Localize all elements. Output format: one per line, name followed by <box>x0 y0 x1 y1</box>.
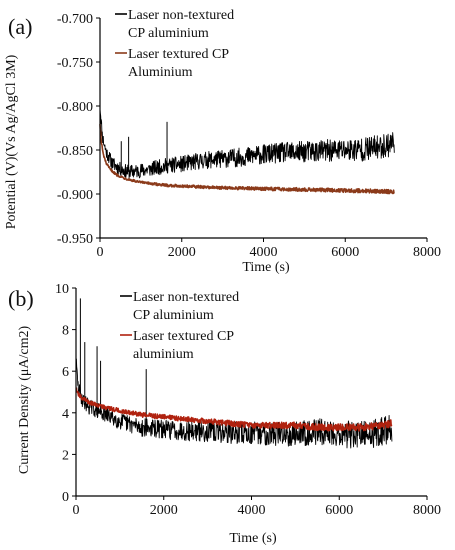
panel-b-x-axis-title: Time (s) <box>229 531 277 546</box>
panel-b-x-tick-label: 6000 <box>325 503 353 518</box>
panel-b-x-tick-label: 8000 <box>413 503 441 518</box>
panel-b: (b) 0 2 4 6 8 10 0 2000 4000 6000 8000 Laser non-t… <box>8 282 441 546</box>
panel-b-x-tick-label: 0 <box>73 503 80 518</box>
panel-a-x-tick-label: 4000 <box>250 245 278 260</box>
panel-a-axes: -0.950 -0.900 -0.850 -0.800 -0.750 -0.700 0 200… <box>57 12 441 260</box>
panel-a-legend-label-1: Laser non-textured <box>128 8 234 23</box>
panel-a-x-tick-label: 0 <box>97 245 104 260</box>
panel-a-y-tick-label: -0.850 <box>57 144 93 159</box>
panel-b-legend-label-1: CP aluminium <box>133 308 214 323</box>
panel-b-axes: 0 2 4 6 8 10 0 2000 4000 6000 8000 <box>55 282 441 518</box>
panel-a-plot-area <box>99 109 395 195</box>
panel-a-x-tick-label: 6000 <box>331 245 359 260</box>
panel-a-y-axis-title: Potential (V)(Vs Ag/AgCl 3M) <box>4 54 19 229</box>
panel-b-x-tick-label: 2000 <box>150 503 178 518</box>
panel-b-series-2-line <box>75 387 393 432</box>
panel-b-legend: Laser non-textured CP aluminium Laser text… <box>120 290 239 362</box>
panel-b-legend-label-2: Laser textured CP <box>133 329 234 344</box>
panel-a-x-tick-label: 2000 <box>168 245 196 260</box>
panel-b-y-tick-label: 8 <box>62 324 69 339</box>
panel-b-x-tick-label: 4000 <box>238 503 266 518</box>
panel-a-series-1-line <box>99 109 395 179</box>
panel-a-x-axis-title: Time (s) <box>242 260 290 275</box>
panel-b-legend-label-2: aluminium <box>133 347 194 362</box>
panel-a-x-tick-label: 8000 <box>413 245 441 260</box>
panel-b-y-tick-label: 10 <box>55 282 69 297</box>
panel-b-label: (b) <box>8 286 34 311</box>
panel-b-legend-label-1: Laser non-textured <box>133 290 239 305</box>
panel-a-y-tick-label: -0.900 <box>57 188 93 203</box>
panel-a-series-2-line <box>99 124 395 195</box>
panel-a-legend-label-2: Laser textured CP <box>128 47 229 62</box>
panel-b-plot-area <box>75 298 393 449</box>
panel-b-y-tick-label: 6 <box>62 365 69 380</box>
panel-a-y-tick-label: -0.700 <box>57 12 93 27</box>
panel-a: (a) -0.950 -0.900 -0.850 -0.800 -0.750 -0.700… <box>4 8 441 275</box>
panel-a-y-tick-label: -0.750 <box>57 56 93 71</box>
panel-b-y-tick-label: 0 <box>62 490 69 505</box>
panel-b-series-1-line <box>75 358 393 449</box>
panel-a-legend-label-1: CP aluminium <box>128 26 209 41</box>
panel-b-y-axis-title: Current Density (μA/cm2) <box>17 326 32 475</box>
panel-a-legend-label-2: Aluminium <box>128 65 193 80</box>
panel-a-legend: Laser non-textured CP aluminium Laser text… <box>115 8 234 80</box>
panel-a-y-tick-label: -0.950 <box>57 232 93 247</box>
panel-a-y-tick-label: -0.800 <box>57 100 93 115</box>
panel-a-label: (a) <box>8 14 32 39</box>
panel-b-y-tick-label: 2 <box>62 448 69 463</box>
panel-b-y-tick-label: 4 <box>62 407 69 422</box>
